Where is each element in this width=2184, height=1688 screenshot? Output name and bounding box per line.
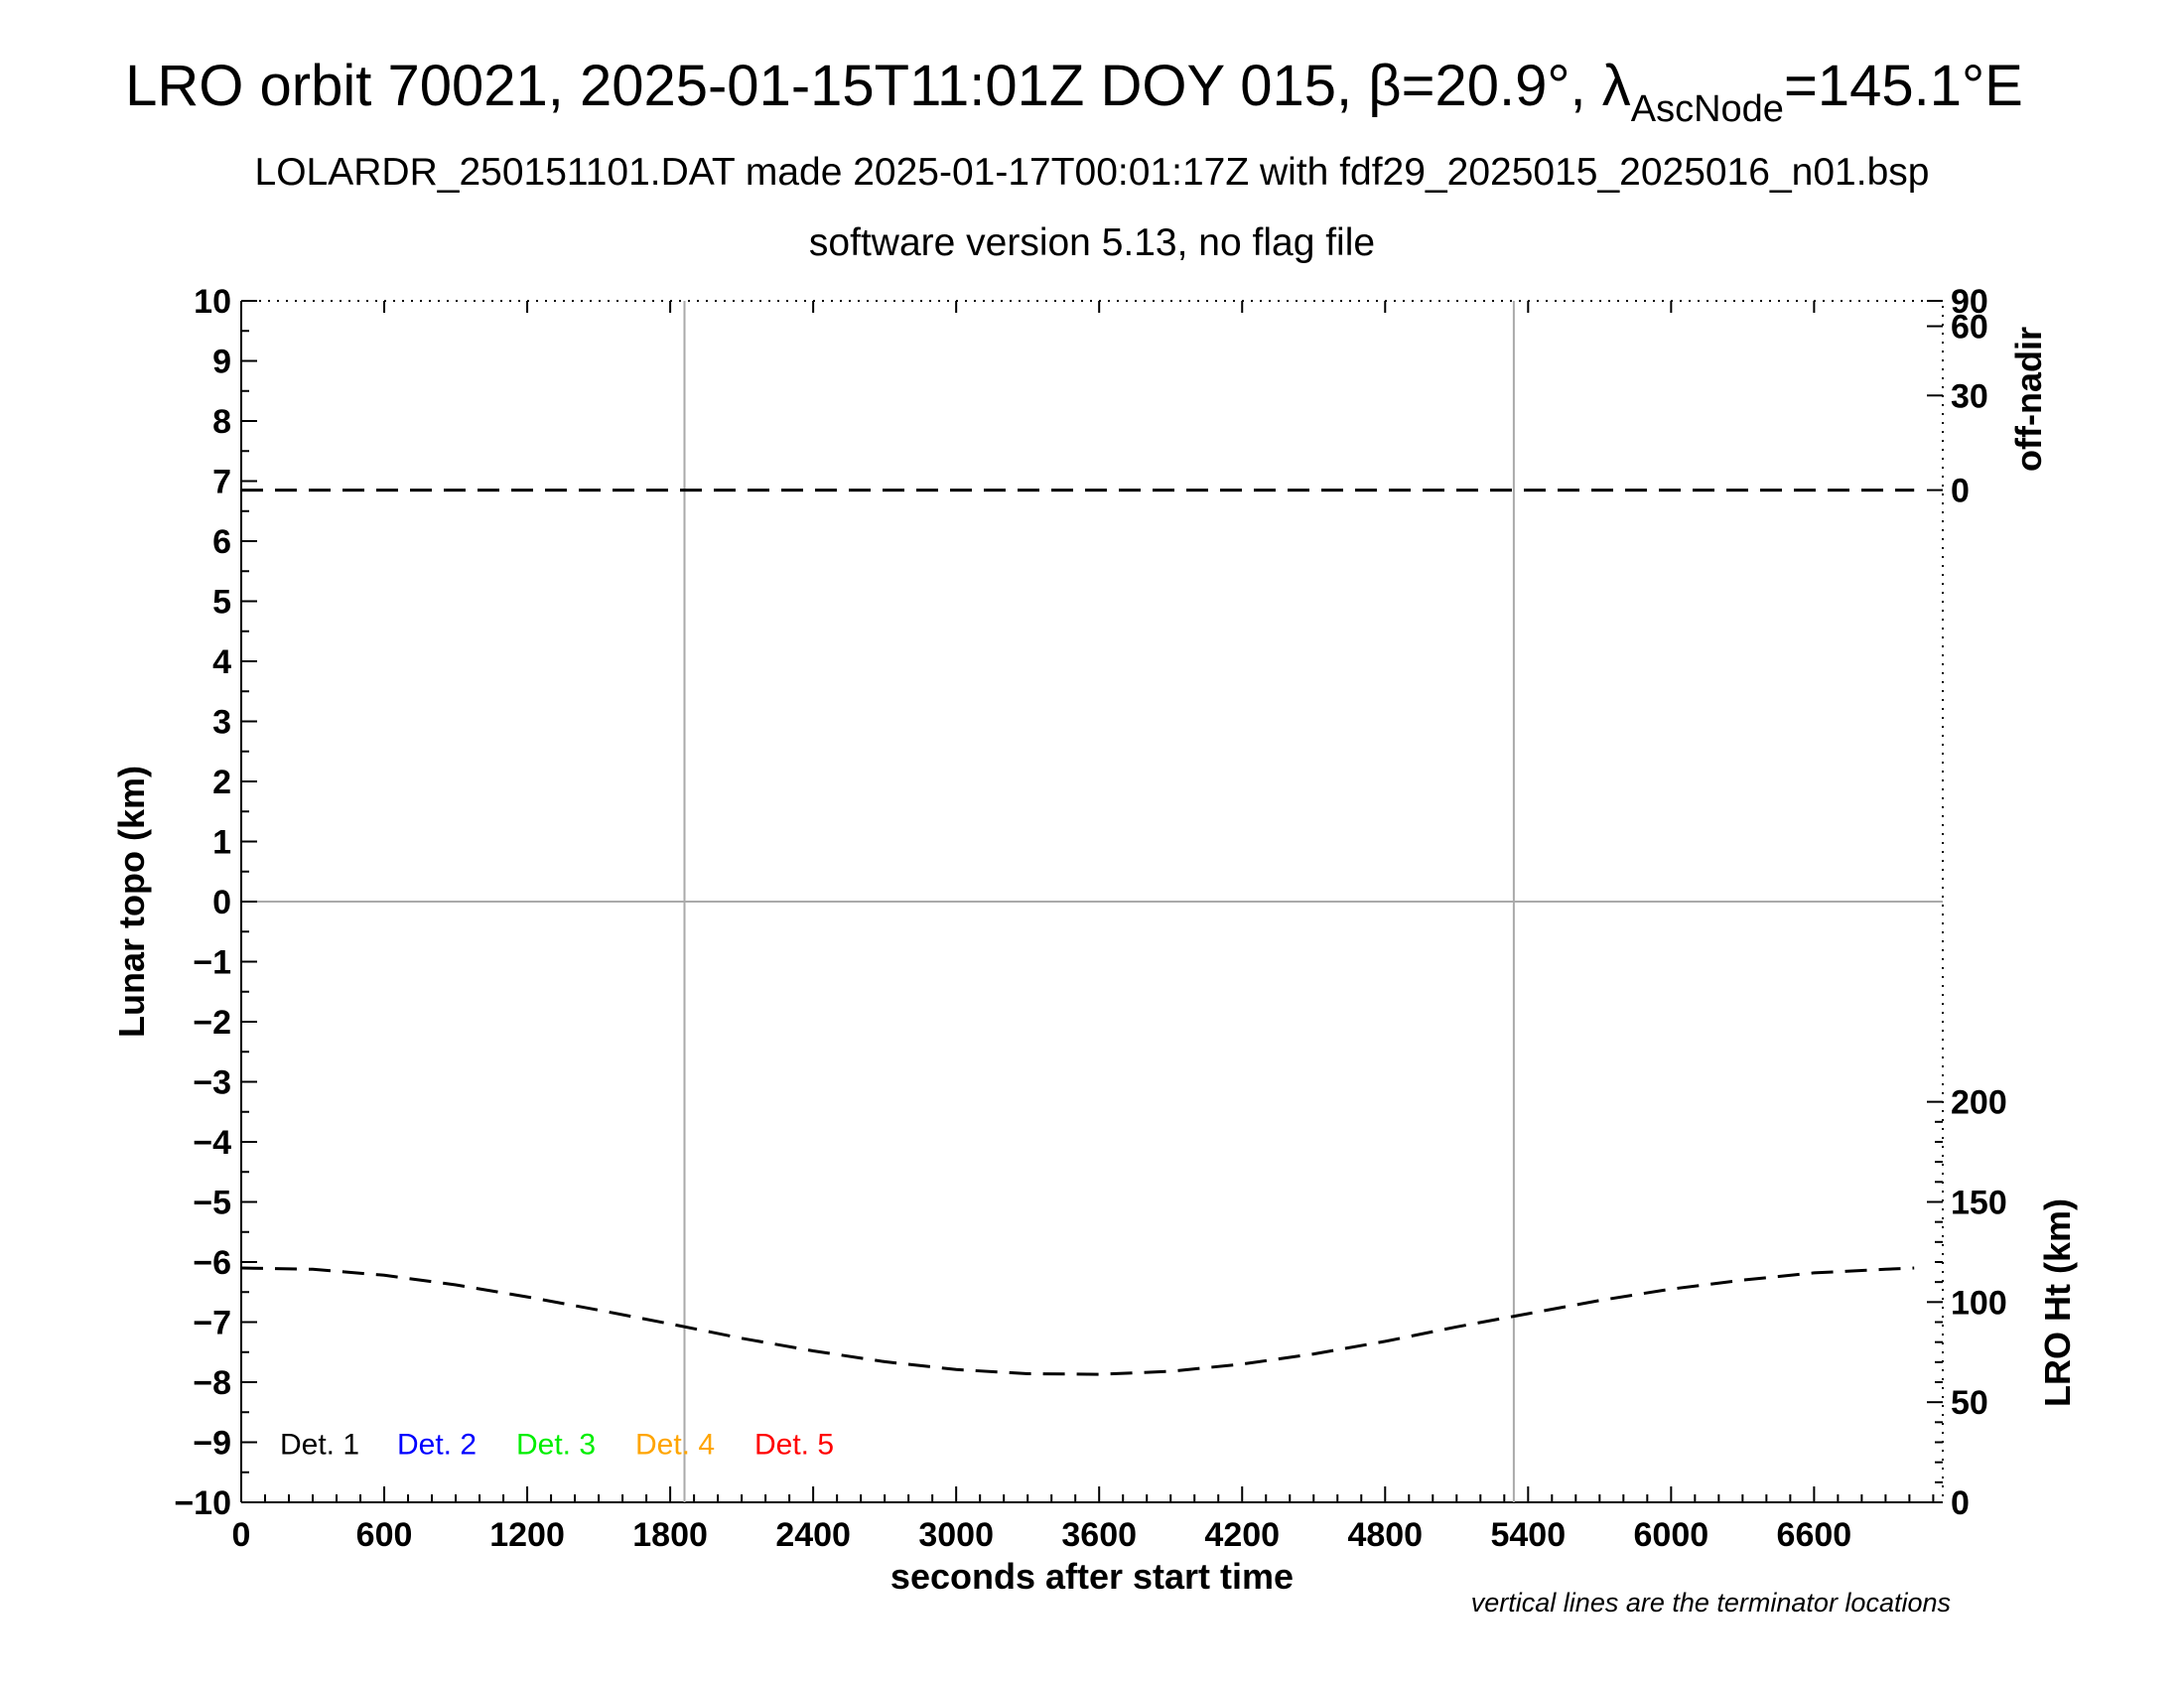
legend-entry-det-5: Det. 5: [754, 1429, 834, 1462]
y-tick-label: −6: [193, 1244, 231, 1282]
y-tick-label: 4: [212, 643, 231, 681]
y-tick-label: 0: [212, 884, 231, 921]
y-tick-label: −9: [193, 1425, 231, 1463]
x-tick-label: 600: [356, 1516, 413, 1554]
x-tick-label: 3600: [1061, 1516, 1137, 1554]
chart-title-main: LRO orbit 70021, 2025-01-15T11:01Z DOY 0…: [125, 54, 1631, 118]
y-tick-label: 2: [212, 764, 231, 801]
x-tick-label: 2400: [775, 1516, 851, 1554]
lro-height-tick-label: 0: [1951, 1484, 1970, 1522]
series-layer: [240, 489, 1915, 1376]
off-nadir-tick-label: 60: [1951, 309, 1988, 347]
y-axis-label: Lunar topo (km): [111, 766, 152, 1038]
chart-title-end: =145.1°E: [1784, 54, 2023, 118]
off-nadir-tick-label: 90: [1951, 283, 1988, 321]
x-tick-label: 6000: [1634, 1516, 1709, 1554]
y-tick-label: 1: [212, 824, 231, 862]
lro-height-axis-label: LRO Ht (km): [2037, 1198, 2078, 1407]
terminator-footnote: vertical lines are the terminator locati…: [1471, 1588, 1951, 1618]
x-tick-label: 4800: [1347, 1516, 1423, 1554]
legend: Det. 1 Det. 2 Det. 3 Det. 4 Det. 5: [280, 1429, 834, 1462]
x-tick-label: 6600: [1777, 1516, 1852, 1554]
y-tick-label: 9: [212, 344, 231, 381]
chart-title: LRO orbit 70021, 2025-01-15T11:01Z DOY 0…: [125, 54, 2023, 130]
y-tick-label: 6: [212, 523, 231, 561]
legend-entry-det-3: Det. 3: [516, 1429, 596, 1462]
x-tick-label: 5400: [1490, 1516, 1566, 1554]
tick-layer: 0 600 1200 1800 2400 3000 3600 4200 4800 5400 6000…: [174, 283, 2006, 1554]
y-tick-label: 7: [212, 464, 231, 501]
y-tick-label: −2: [193, 1004, 231, 1042]
legend-entry-det-2: Det. 2: [397, 1429, 477, 1462]
y-tick-label: −1: [193, 944, 231, 982]
y-tick-label: 8: [212, 403, 231, 441]
lro-height-tick-label: 200: [1951, 1084, 2007, 1122]
chart-subtitle-2: software version 5.13, no flag file: [809, 221, 1375, 264]
lro-height-tick-label: 50: [1951, 1384, 1988, 1422]
legend-entry-det-4: Det. 4: [635, 1429, 715, 1462]
legend-entry-det-1: Det. 1: [280, 1429, 359, 1462]
y-tick-label: −3: [193, 1064, 231, 1102]
off-nadir-tick-label: 30: [1951, 377, 1988, 415]
x-tick-label: 1200: [489, 1516, 565, 1554]
x-axis-label: seconds after start time: [890, 1556, 1294, 1597]
grid-layer: [241, 301, 1943, 1502]
x-tick-label: 3000: [918, 1516, 994, 1554]
y-tick-label: −4: [193, 1124, 231, 1162]
x-tick-label: 1800: [632, 1516, 708, 1554]
off-nadir-axis-label: off-nadir: [2008, 327, 2049, 472]
y-tick-label: 5: [212, 584, 231, 622]
x-tick-label: 4200: [1204, 1516, 1280, 1554]
y-tick-label: −5: [193, 1185, 231, 1222]
y-tick-label: −10: [174, 1484, 231, 1522]
off-nadir-tick-label: 0: [1951, 473, 1970, 510]
y-tick-label: 3: [212, 704, 231, 742]
series-line-2: [240, 1266, 1915, 1376]
lro-height-tick-label: 100: [1951, 1284, 2007, 1322]
chart-subtitle-1: LOLARDR_250151101.DAT made 2025-01-17T00…: [255, 151, 1930, 194]
lro-height-tick-label: 150: [1951, 1184, 2007, 1221]
y-tick-label: 10: [194, 283, 231, 321]
y-tick-label: −8: [193, 1364, 231, 1402]
y-tick-label: −7: [193, 1305, 231, 1342]
chart-title-subscript: AscNode: [1631, 88, 1784, 130]
x-tick-label: 0: [232, 1516, 251, 1554]
